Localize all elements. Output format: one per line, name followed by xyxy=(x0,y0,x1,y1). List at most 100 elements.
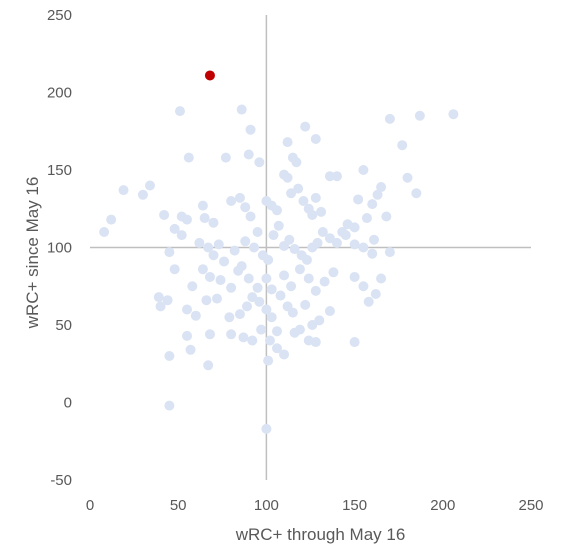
data-point xyxy=(226,282,237,293)
data-point xyxy=(286,188,297,199)
data-point xyxy=(349,271,360,282)
data-point xyxy=(263,254,274,265)
data-point xyxy=(197,200,208,211)
data-point xyxy=(233,265,244,276)
data-point xyxy=(369,234,380,245)
x-tick-labels: 0 50 100 150 200 250 xyxy=(86,497,544,514)
data-point xyxy=(384,247,395,258)
data-point xyxy=(162,295,173,306)
data-point xyxy=(291,157,302,168)
data-point xyxy=(197,264,208,275)
data-point xyxy=(271,343,282,354)
data-point xyxy=(271,326,282,337)
data-point xyxy=(155,301,166,312)
data-point xyxy=(358,165,369,175)
data-point xyxy=(182,304,193,315)
x-tick-label: 150 xyxy=(342,497,367,514)
data-point xyxy=(229,245,240,256)
data-point xyxy=(300,299,311,310)
data-point xyxy=(247,292,258,303)
x-tick-label: 250 xyxy=(518,497,543,514)
data-point xyxy=(261,273,272,284)
data-point xyxy=(349,222,360,233)
data-point xyxy=(137,189,148,200)
data-point xyxy=(254,296,265,307)
data-point xyxy=(282,172,293,183)
data-point xyxy=(204,329,215,340)
data-point xyxy=(243,273,254,284)
data-point xyxy=(284,234,295,245)
data-point xyxy=(241,301,252,312)
data-point xyxy=(363,296,374,307)
x-tick-label: 50 xyxy=(170,497,187,514)
data-point xyxy=(287,307,298,318)
data-point xyxy=(169,264,180,275)
data-point xyxy=(279,349,290,360)
data-point xyxy=(264,335,275,346)
data-point xyxy=(164,351,175,361)
data-point xyxy=(268,230,279,241)
data-point xyxy=(282,137,293,148)
data-point xyxy=(182,214,193,225)
data-point xyxy=(203,242,214,253)
data-point xyxy=(301,254,312,265)
data-point xyxy=(376,273,387,284)
data-point xyxy=(199,213,210,224)
data-point xyxy=(448,109,459,120)
data-point xyxy=(303,273,314,284)
data-point xyxy=(289,244,300,255)
x-tick-label: 0 xyxy=(86,497,94,514)
data-point xyxy=(307,320,318,330)
data-point xyxy=(182,330,193,341)
data-point xyxy=(169,223,180,234)
data-point xyxy=(212,293,223,304)
data-point xyxy=(349,239,360,250)
data-point xyxy=(203,360,214,371)
y-tick-label: 200 xyxy=(47,85,72,102)
data-point xyxy=(310,285,321,296)
data-point xyxy=(310,192,321,203)
data-point xyxy=(234,309,245,320)
data-point xyxy=(153,292,164,303)
data-point xyxy=(411,188,422,199)
data-point xyxy=(204,271,215,282)
data-point xyxy=(106,214,117,225)
highlighted-data-point xyxy=(204,70,215,81)
data-point xyxy=(164,400,175,411)
data-point xyxy=(252,227,263,237)
data-point xyxy=(317,227,328,237)
data-point xyxy=(240,236,251,247)
data-point xyxy=(201,295,212,306)
data-point xyxy=(247,335,258,346)
data-point xyxy=(99,227,110,237)
data-point xyxy=(240,202,251,213)
data-point xyxy=(310,337,321,348)
data-point xyxy=(226,196,237,206)
data-point xyxy=(381,211,392,222)
data-point xyxy=(118,185,129,196)
data-point xyxy=(215,275,226,286)
data-point xyxy=(176,230,187,241)
data-point xyxy=(300,121,311,132)
data-point xyxy=(266,284,277,295)
data-point xyxy=(372,189,383,200)
data-point xyxy=(236,104,247,115)
data-point xyxy=(397,140,408,151)
data-point xyxy=(349,337,360,348)
data-point xyxy=(324,233,335,244)
data-point xyxy=(331,171,342,182)
data-point xyxy=(319,276,330,287)
data-point xyxy=(256,324,267,335)
data-point xyxy=(289,327,300,338)
x-axis-title: wRC+ through May 16 xyxy=(235,525,406,544)
data-point xyxy=(261,304,272,315)
data-point xyxy=(245,211,256,222)
data-point xyxy=(370,289,381,299)
y-tick-label: 0 xyxy=(64,395,72,412)
data-point xyxy=(183,152,194,163)
data-point xyxy=(266,312,277,323)
data-point xyxy=(286,281,297,292)
data-point xyxy=(376,182,387,193)
y-tick-label: 100 xyxy=(47,240,72,257)
data-point xyxy=(194,237,205,248)
